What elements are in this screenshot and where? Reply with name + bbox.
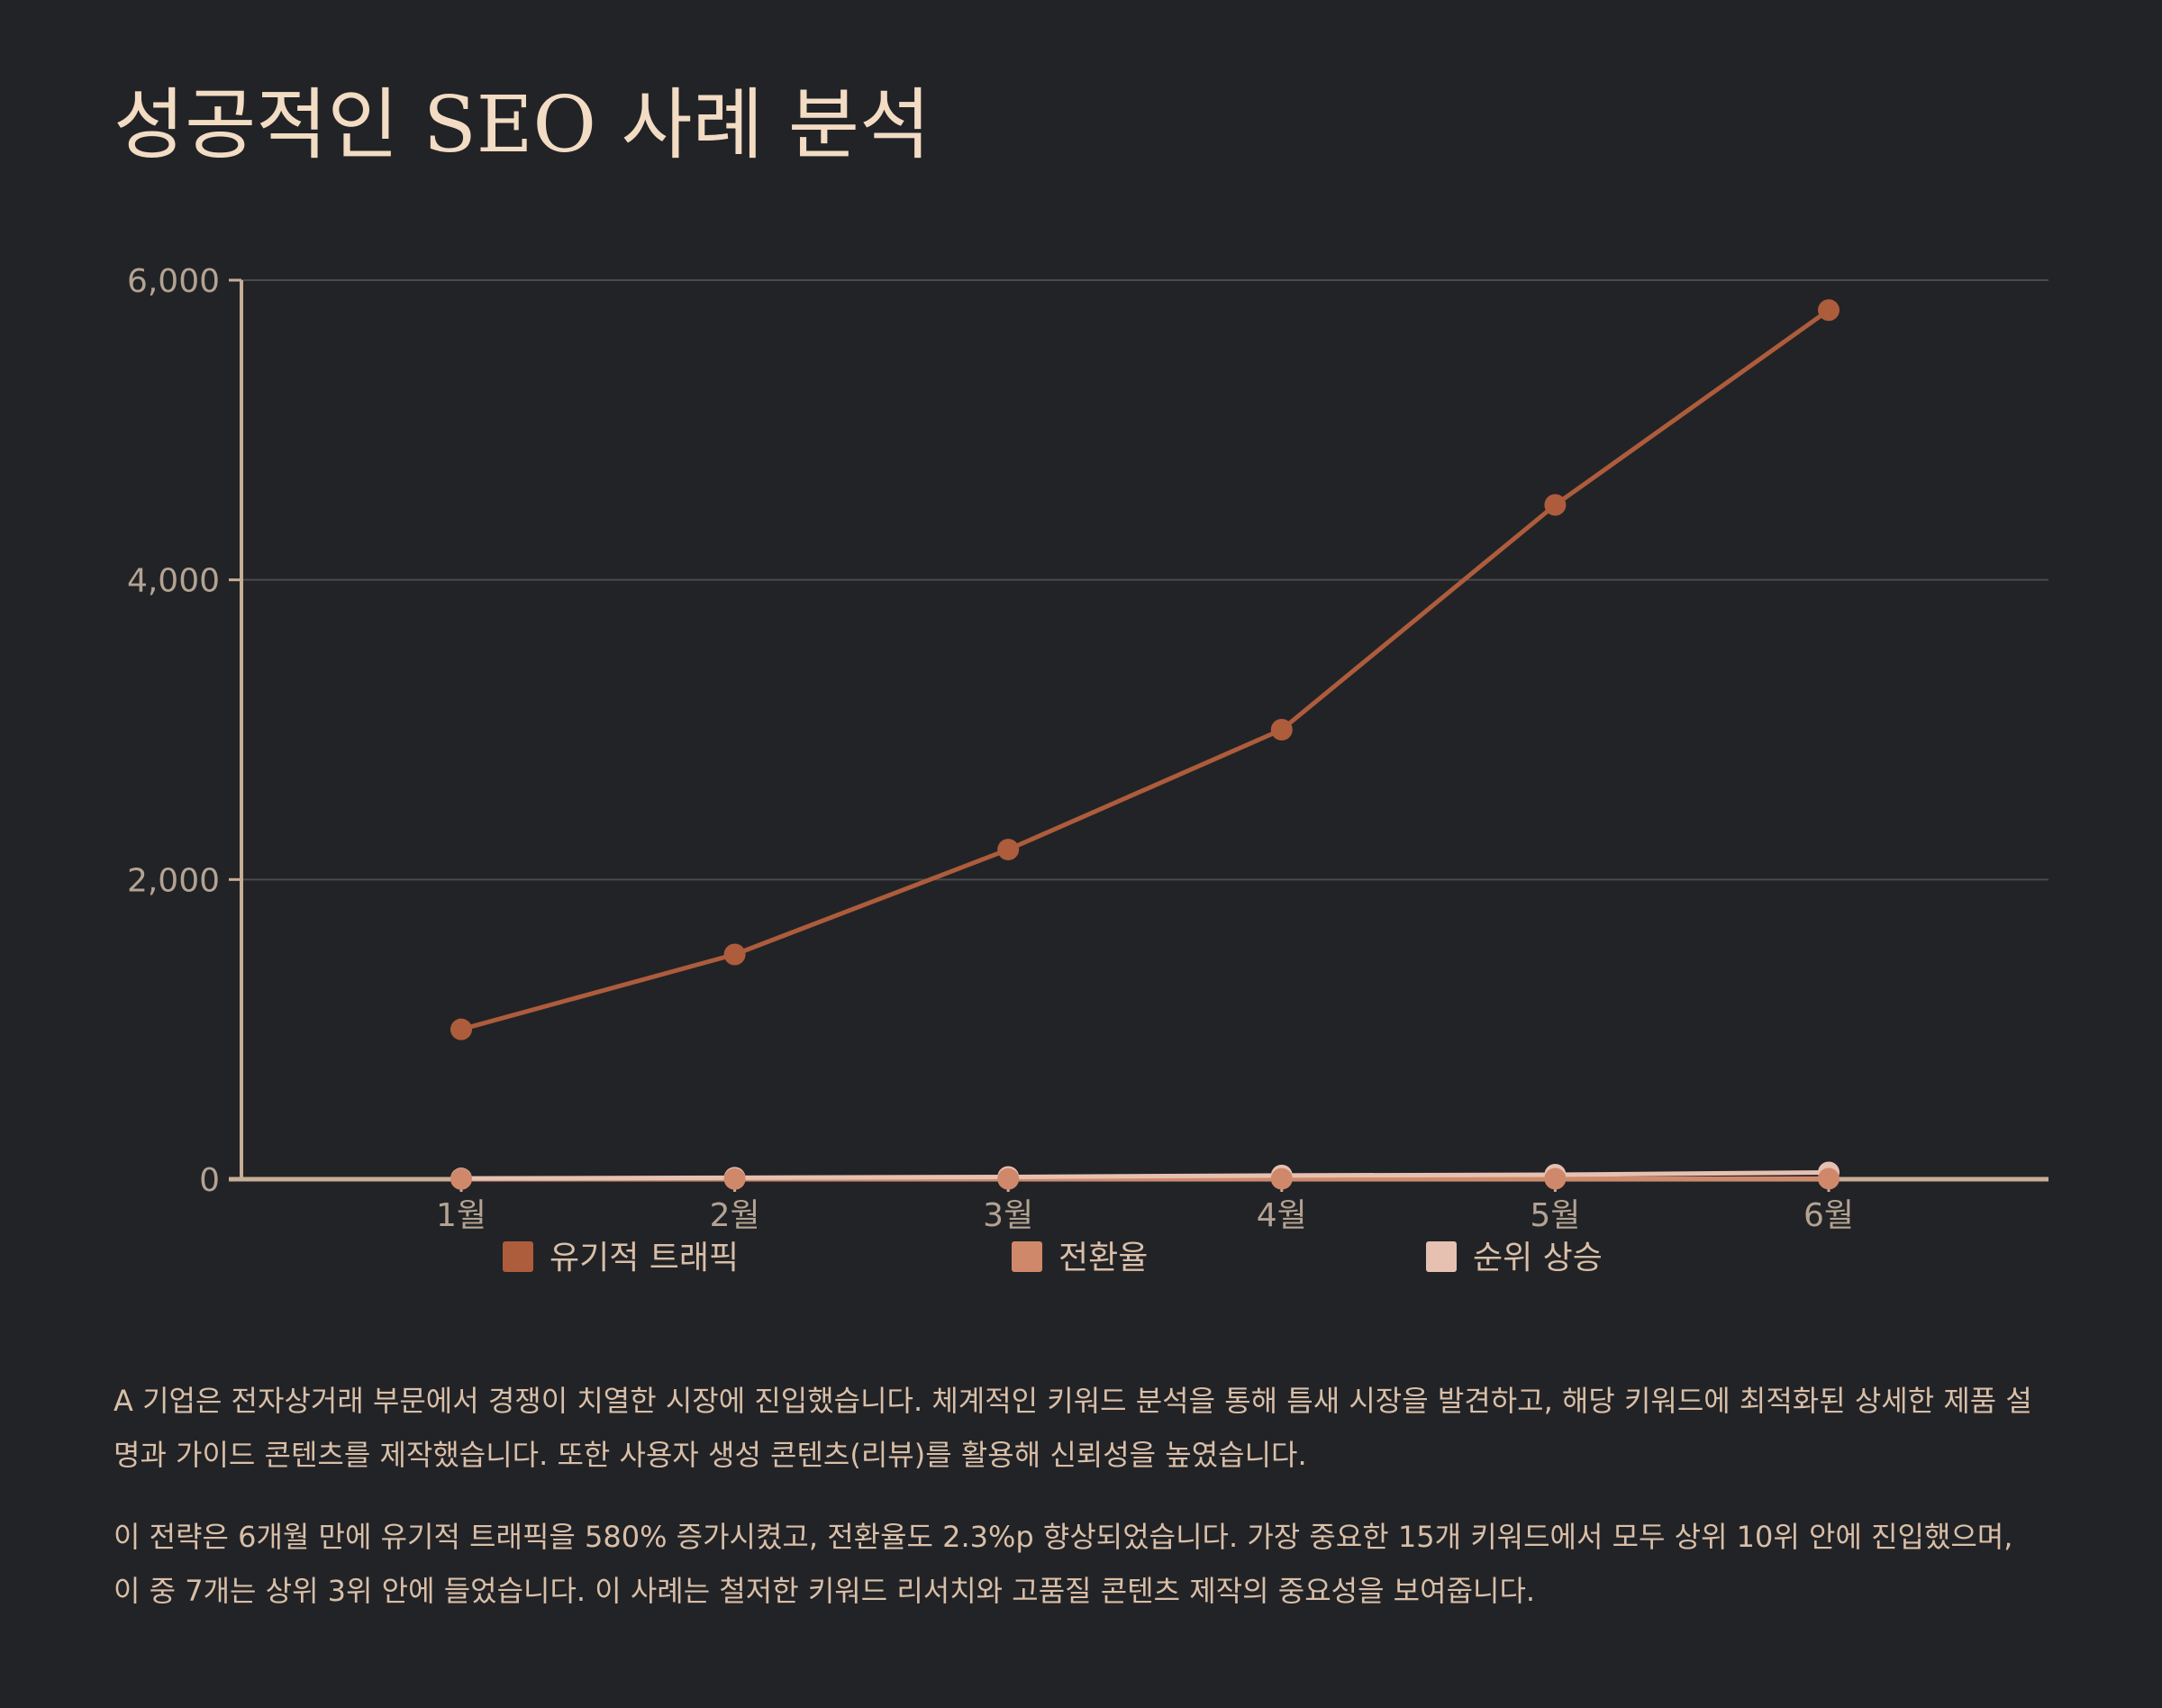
x-tick-label: 1월: [436, 1197, 486, 1234]
y-tick-label: 2,000: [127, 862, 220, 899]
data-point: [1818, 1167, 1840, 1190]
legend-label: 전환율: [1058, 1240, 1148, 1276]
x-tick-label: 6월: [1803, 1197, 1854, 1234]
x-tick-label: 5월: [1530, 1197, 1580, 1234]
data-point: [450, 1018, 472, 1040]
legend-swatch: [503, 1241, 533, 1272]
x-tick-label: 2월: [710, 1197, 760, 1234]
data-point: [1544, 494, 1567, 516]
series-line-3: [460, 1170, 1830, 1181]
x-tick-label: 4월: [1257, 1197, 1307, 1234]
legend-swatch: [1012, 1241, 1042, 1272]
legend-label: 유기적 트래픽: [550, 1240, 739, 1276]
y-tick-label: 4,000: [127, 563, 220, 600]
data-point: [723, 943, 746, 966]
legend-label: 순위 상승: [1473, 1240, 1603, 1276]
page-title: 성공적인 SEO 사례 분석: [114, 80, 931, 170]
data-point: [997, 1167, 1020, 1190]
data-point: [1544, 1167, 1567, 1190]
x-tick-label: 3월: [983, 1197, 1033, 1234]
data-point: [1818, 299, 1840, 322]
y-tick-label: 0: [199, 1162, 220, 1199]
data-point: [997, 839, 1020, 861]
series-line-1: [460, 308, 1830, 1032]
legend-swatch: [1426, 1241, 1457, 1272]
data-point: [723, 1167, 746, 1190]
data-point: [1270, 1167, 1293, 1190]
data-point: [450, 1167, 472, 1190]
result-summary-paragraph: 이 전략은 6개월 만에 유기적 트래픽을 580% 증가시켰고, 전환율도 2…: [114, 1520, 2013, 1608]
y-tick-label: 6,000: [127, 263, 220, 300]
data-point: [1270, 719, 1293, 740]
case-description-paragraph: A 기업은 전자상거래 부문에서 경쟁이 치열한 시장에 진입했습니다. 체계적…: [114, 1384, 2032, 1472]
